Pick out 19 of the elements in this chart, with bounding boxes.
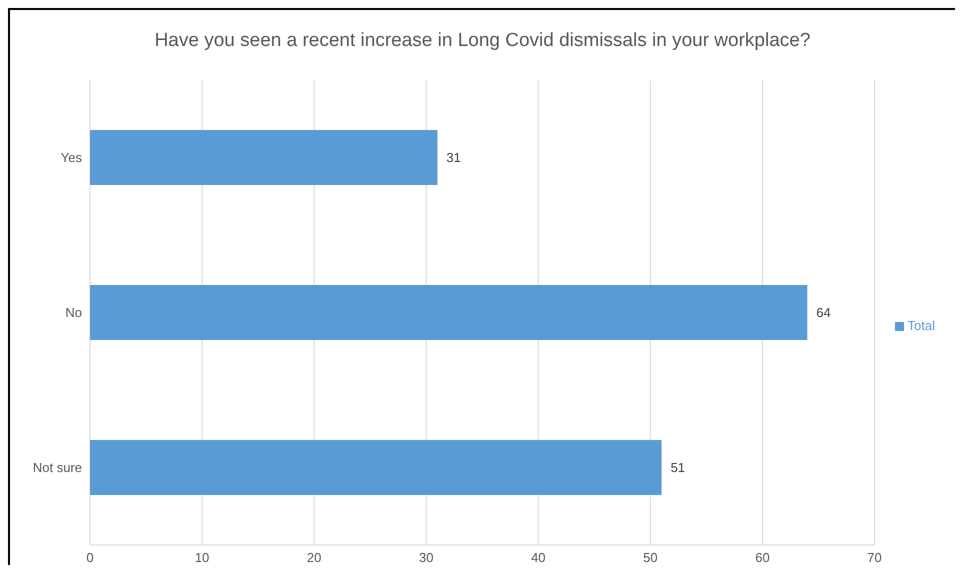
x-tick-label: 70 [867,550,882,566]
bar [90,285,808,340]
y-tick-label: No [65,305,82,320]
chart-title: Have you seen a recent increase in Long Covid dismissals in your workplace? [154,29,812,53]
data-label: 51 [670,460,686,476]
legend-label: Total [908,318,935,332]
x-tick-label: 60 [755,550,770,566]
x-tick-label: 20 [306,550,322,566]
x-tick-label: 30 [418,550,434,566]
data-label: 64 [816,305,831,320]
x-tick-label: 0 [86,550,94,566]
x-tick-label: 50 [643,550,658,566]
x-tick-label: 40 [531,550,546,566]
y-tick-label: Not sure [32,460,82,476]
x-tick-label: 10 [194,550,210,566]
data-label: 31 [446,150,461,166]
bar [90,130,438,185]
y-tick-label: Yes [60,150,82,166]
bar [90,440,662,495]
